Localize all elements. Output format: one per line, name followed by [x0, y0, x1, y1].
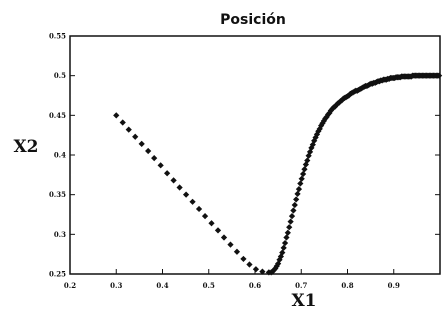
data-point [283, 234, 290, 241]
plot-frame [69, 35, 441, 275]
data-point [189, 198, 196, 205]
data-point [201, 212, 209, 220]
y-tick-label: 0.3 [54, 230, 66, 239]
y-tick-label: 0.45 [49, 111, 66, 120]
data-series [113, 72, 443, 276]
data-point [208, 220, 215, 227]
data-point [297, 180, 304, 187]
data-point [286, 224, 293, 231]
data-point [288, 212, 296, 220]
data-point [125, 126, 132, 133]
data-point [214, 227, 222, 234]
data-point [246, 261, 253, 268]
data-point [113, 112, 120, 119]
data-point [240, 255, 247, 263]
data-point [294, 190, 301, 197]
data-point [164, 170, 171, 177]
y-tick-label: 0.35 [49, 190, 66, 199]
y-tick-label: 0.25 [49, 270, 66, 279]
x-tick-label: 0.2 [64, 281, 76, 290]
y-axis: 0.25 0.3 0.35 0.4 0.45 0.5 0.55 [49, 32, 440, 279]
data-point [195, 205, 203, 213]
data-point [298, 175, 305, 182]
y-tick-label: 0.5 [54, 71, 66, 80]
data-point [151, 155, 158, 162]
x-tick-label: 0.9 [388, 281, 400, 290]
data-point [281, 239, 289, 247]
x-tick-label: 0.4 [156, 281, 168, 290]
x-tick-label: 0.3 [110, 281, 122, 290]
data-point [176, 184, 183, 191]
y-tick-label: 0.55 [49, 32, 66, 41]
data-point [290, 207, 297, 214]
data-point [132, 133, 139, 140]
data-point [301, 166, 308, 173]
data-point [227, 241, 234, 248]
data-point [293, 196, 300, 203]
data-point [170, 177, 177, 184]
data-point [280, 244, 287, 251]
x-axis: 0.2 0.3 0.4 0.5 0.6 0.7 0.8 0.9 [64, 269, 400, 290]
x-tick-label: 0.7 [295, 281, 307, 290]
x-axis-title: X1 [291, 291, 316, 311]
data-point [299, 170, 307, 178]
x-tick-label: 0.5 [203, 281, 215, 290]
x-tick-label: 0.6 [249, 281, 261, 290]
data-point [284, 229, 291, 236]
x-tick-label: 0.8 [341, 281, 353, 290]
data-point [233, 248, 241, 255]
data-point [157, 162, 164, 169]
data-point [182, 191, 190, 198]
data-point [287, 218, 294, 225]
data-point [291, 201, 298, 209]
data-point [138, 140, 145, 148]
data-point [295, 186, 303, 193]
data-point [252, 266, 260, 273]
data-point [220, 234, 228, 241]
data-point [119, 119, 126, 126]
y-axis-title: X2 [13, 137, 38, 157]
data-point [259, 268, 266, 275]
y-tick-label: 0.4 [54, 151, 66, 160]
data-point [145, 147, 152, 155]
chart-title: Posición [220, 12, 286, 28]
